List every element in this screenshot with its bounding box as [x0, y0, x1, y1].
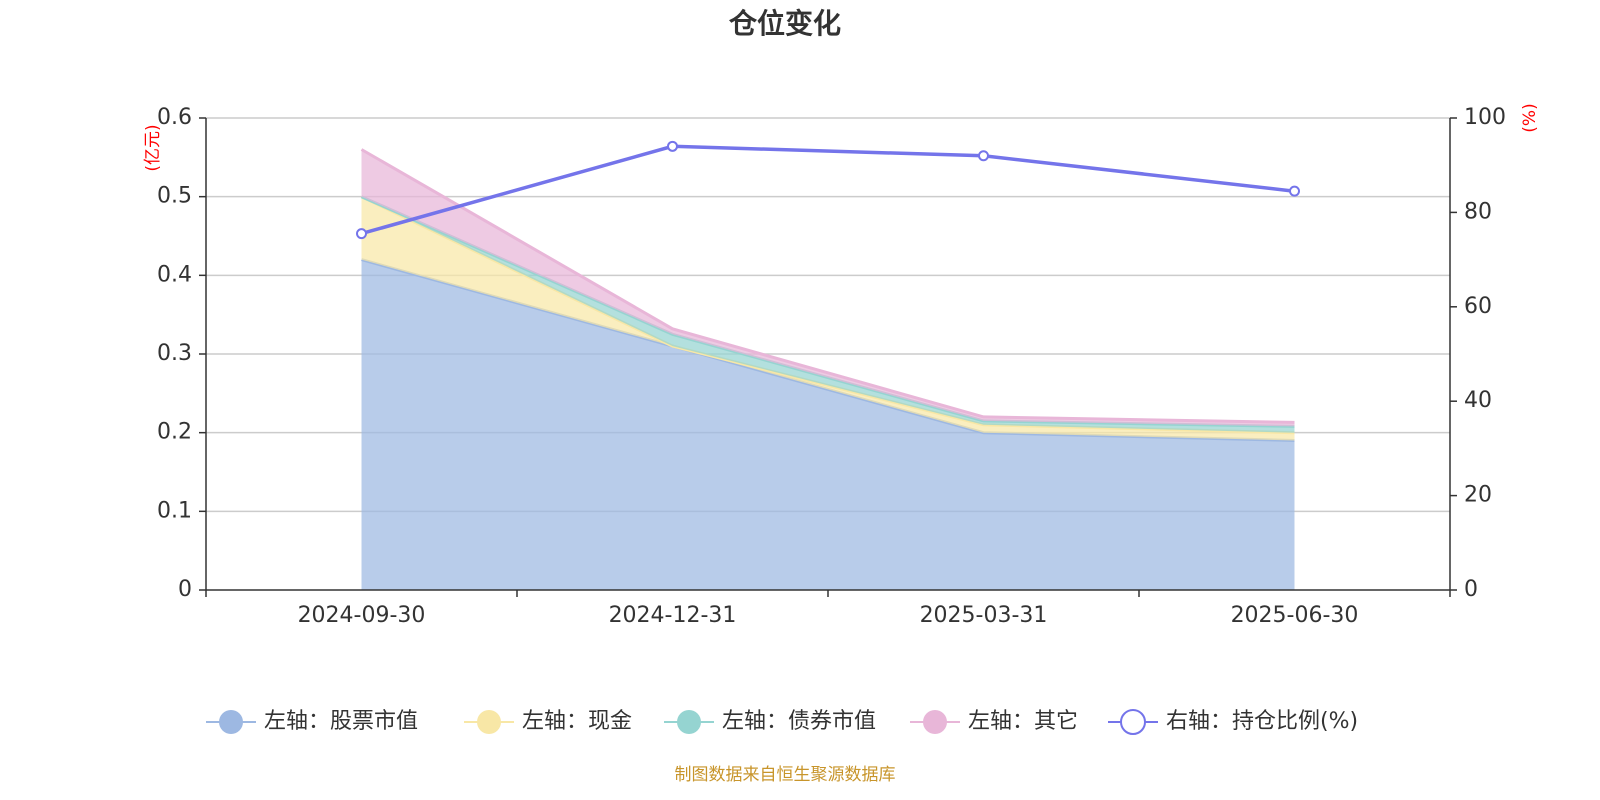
ratio-point	[978, 150, 989, 162]
right-tick-label: 20	[1464, 483, 1492, 508]
chart-title: 仓位变化	[729, 7, 841, 40]
legend-label: 左轴：其它	[968, 709, 1078, 734]
right-axis-unit: (%)	[1520, 103, 1540, 132]
legend-label: 左轴：股票市值	[264, 709, 418, 734]
ratio-point	[1289, 185, 1300, 197]
tick-labels: 0 0.1 0.2 0.3 0.4 0.5 0.6 0 20 40 60 80 100 2024-09-3…	[157, 105, 1506, 628]
x-tick-label: 2025-06-30	[1231, 603, 1359, 628]
legend-item[interactable]: 左轴：现金	[464, 709, 632, 734]
left-tick-label: 0.2	[157, 420, 192, 445]
left-tick-label: 0	[178, 577, 192, 602]
left-tick-label: 0.3	[157, 341, 192, 366]
legend-marker	[677, 710, 701, 734]
right-tick-label: 0	[1464, 577, 1478, 602]
legend-label: 右轴：持仓比例(%)	[1166, 709, 1358, 734]
left-tick-label: 0.6	[157, 105, 192, 130]
right-tick-label: 80	[1464, 199, 1492, 224]
ratio-point	[667, 140, 678, 152]
legend-item[interactable]: 左轴：股票市值	[206, 709, 418, 734]
x-tick-label: 2024-12-31	[609, 603, 737, 628]
ratio-line	[361, 144, 1295, 236]
data-source-note: 制图数据来自恒生聚源数据库	[675, 765, 896, 785]
x-tick-label: 2025-03-31	[920, 603, 1048, 628]
legend-marker	[219, 710, 243, 734]
legend[interactable]: 左轴：股票市值 左轴：现金 左轴：债券市值 左轴：其它 右轴：持仓比例(%)	[206, 709, 1358, 735]
area-左轴：股票市值	[361, 259, 1295, 590]
legend-marker	[923, 710, 947, 734]
legend-item[interactable]: 左轴：债券市值	[664, 709, 876, 734]
area-edge-左轴：其它	[360, 148, 1295, 424]
legend-item[interactable]: 左轴：其它	[910, 709, 1078, 734]
right-tick-label: 40	[1464, 388, 1492, 413]
legend-marker	[477, 710, 501, 734]
legend-item[interactable]: 右轴：持仓比例(%)	[1108, 709, 1358, 735]
right-tick-label: 100	[1464, 105, 1506, 130]
legend-marker	[1120, 709, 1146, 735]
area-series	[360, 148, 1295, 590]
x-tick-label: 2024-09-30	[298, 603, 426, 628]
legend-label: 左轴：现金	[522, 709, 632, 734]
legend-label: 左轴：债券市值	[722, 709, 876, 734]
left-tick-label: 0.4	[157, 262, 192, 287]
left-axis-unit: (亿元)	[143, 124, 163, 171]
left-tick-label: 0.5	[157, 184, 192, 209]
left-tick-label: 0.1	[157, 498, 192, 523]
ratio-line-series	[356, 140, 1300, 240]
ratio-point	[356, 228, 367, 240]
axes	[199, 117, 1457, 597]
right-tick-label: 60	[1464, 294, 1492, 319]
